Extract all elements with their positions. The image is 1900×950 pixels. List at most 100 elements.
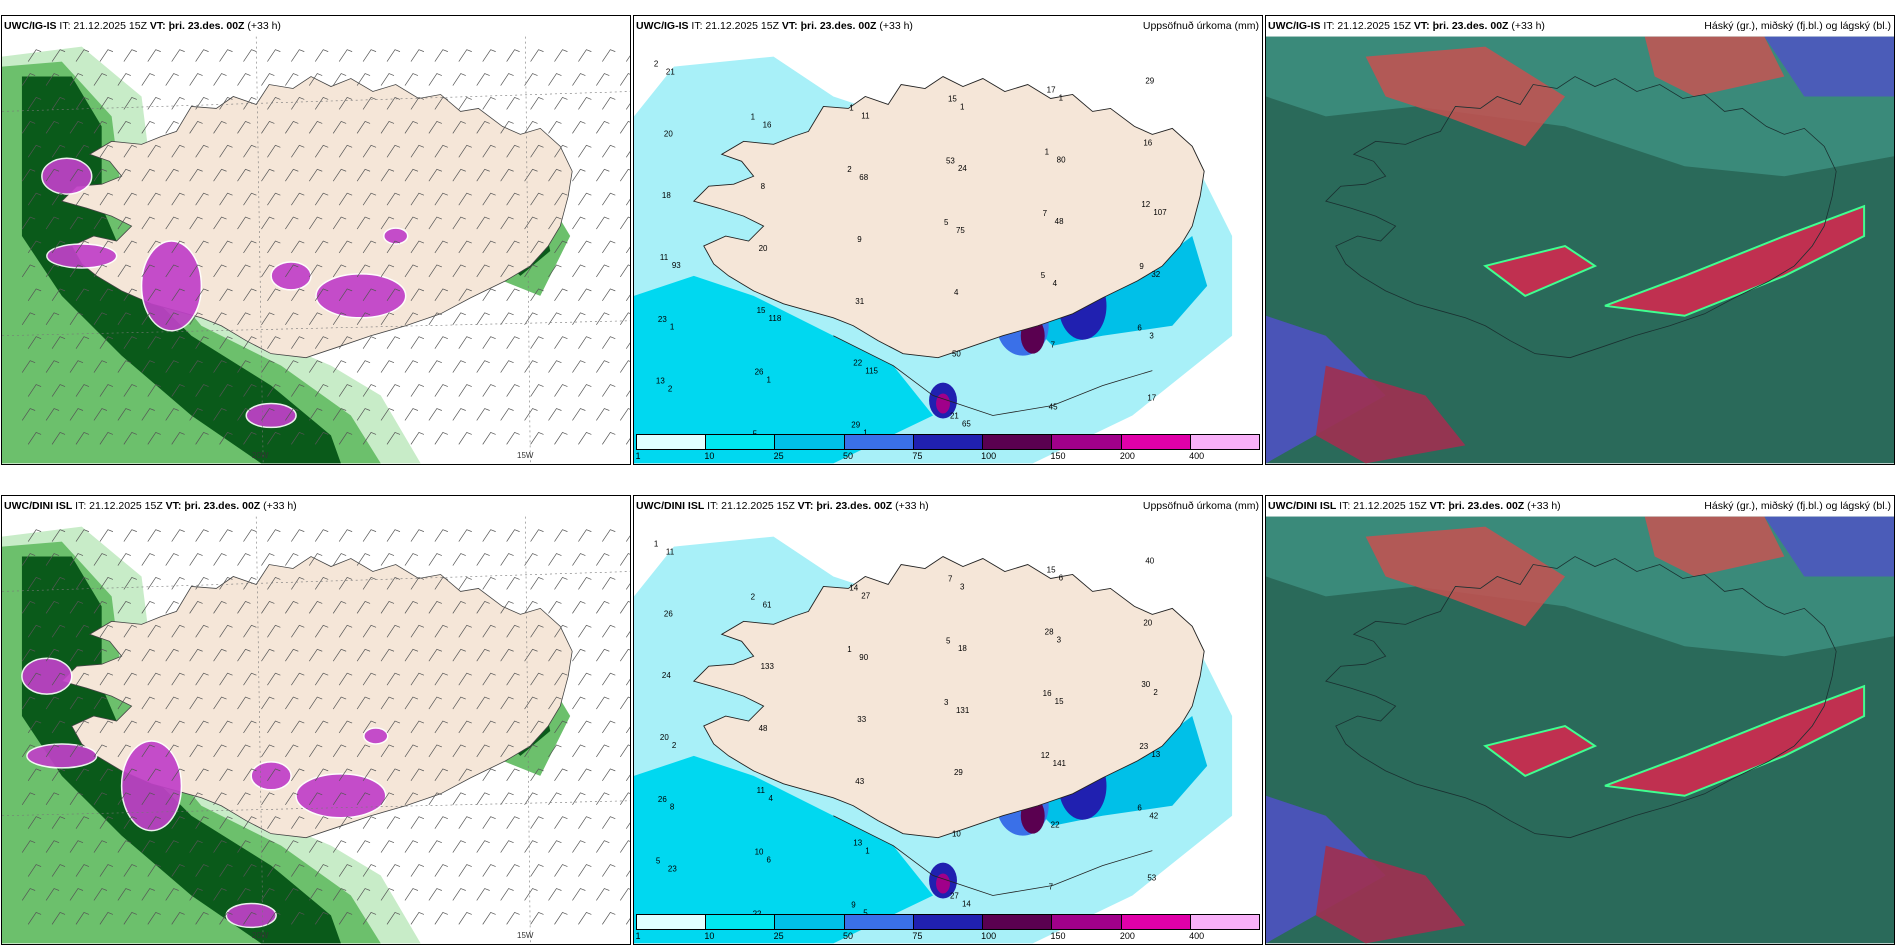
- precip-value-label: 2: [751, 592, 756, 601]
- precip-value-label: 26: [755, 368, 764, 377]
- precip-value-label: 14: [962, 899, 971, 908]
- legend-label: 50: [842, 931, 854, 941]
- precip-value-label: 18: [662, 191, 671, 200]
- legend-label: 200: [1119, 931, 1135, 941]
- precip-value-label: 1: [1059, 93, 1064, 102]
- panel-field-title: Háský (gr.), miðský (fj.bl.) og lágský (…: [1704, 20, 1891, 32]
- precip-value-label: 22: [1051, 821, 1060, 830]
- precip-value-label: 15: [1047, 566, 1056, 575]
- panel-lead-time: (+33 h): [1524, 500, 1561, 512]
- panel-header: UWC/IG-IS IT: 21.12.2025 15Z VT: þri. 23…: [1266, 16, 1894, 36]
- precip-value-label: 61: [763, 600, 772, 609]
- legend-label: 1: [635, 451, 641, 461]
- precip-value-label: 53: [946, 156, 955, 165]
- precip-value-label: 43: [855, 777, 864, 786]
- precip-value-label: 15: [948, 94, 957, 103]
- precip-value-label: 1: [654, 540, 659, 549]
- panel-init-time: IT: 21.12.2025 15Z: [1320, 20, 1414, 32]
- legend-swatch: [1052, 915, 1122, 929]
- precip-value-label: 1: [1045, 147, 1050, 156]
- map-canvas: [1266, 516, 1894, 944]
- precip-value-label: 4: [1053, 279, 1058, 288]
- precip-value-label: 80: [1057, 155, 1066, 164]
- panel-lead-time: (+33 h): [1508, 20, 1545, 32]
- panel-valid-time: VT: þri. 23.des. 00Z: [797, 500, 893, 512]
- precip-value-label: 13: [1151, 750, 1160, 759]
- legend-swatch: [844, 915, 914, 929]
- panel-init-time: IT: 21.12.2025 15Z: [704, 500, 798, 512]
- legend-label: 400: [1189, 451, 1205, 461]
- panel-field-title: Háský (gr.), miðský (fj.bl.) og lágský (…: [1704, 500, 1891, 512]
- heavy-snow-field: [21, 657, 389, 929]
- panel-init-time: IT: 21.12.2025 15Z: [72, 500, 166, 512]
- lat-lon-grid: [2, 36, 630, 464]
- map-canvas: 2125561351537923262915112111522211716182…: [634, 36, 1262, 464]
- precip-value-label: 3: [944, 698, 949, 707]
- legend-label: 10: [704, 451, 715, 461]
- legend-swatch: [983, 915, 1053, 929]
- legend-color-bar: [636, 434, 1260, 450]
- panel-field-title: Uppsöfnuð úrkoma (mm): [1142, 20, 1259, 32]
- precip-value-label: 6: [1059, 573, 1064, 582]
- precip-value-label: 24: [958, 164, 967, 173]
- panel-valid-time: VT: þri. 23.des. 00Z: [1429, 500, 1525, 512]
- precip-value-label: 48: [1055, 217, 1064, 226]
- precip-value-label: 4: [769, 794, 774, 803]
- legend-swatch: [637, 435, 707, 449]
- precip-value-label: 7: [1049, 882, 1054, 891]
- precip-value-label: 131: [956, 706, 970, 715]
- panel-header: UWC/IG-IS IT: 21.12.2025 15Z VT: þri. 23…: [2, 16, 630, 36]
- land-area: [692, 556, 1205, 839]
- precip-value-label: 24: [662, 671, 671, 680]
- heavy-snow-field: [41, 157, 409, 429]
- precip-value-label: 1: [960, 102, 965, 111]
- precip-value-label: 21: [950, 411, 959, 420]
- lat-lon-grid: [2, 516, 630, 944]
- legend-swatch: [844, 435, 914, 449]
- legend-swatch: [775, 915, 845, 929]
- precip-value-label: 2: [672, 741, 677, 750]
- precip-value-label: 45: [1049, 402, 1058, 411]
- precip-value-label: 3: [960, 582, 965, 591]
- legend-label: 150: [1050, 931, 1066, 941]
- panel-header: UWC/IG-IS IT: 21.12.2025 15Z VT: þri. 23…: [634, 16, 1262, 36]
- panel-lead-time: (+33 h): [876, 20, 913, 32]
- longitude-label: 15W: [517, 931, 534, 940]
- precip-value-label: 40: [1145, 557, 1154, 566]
- legend-label: 100: [981, 451, 997, 461]
- precip-value-label: 6: [1137, 324, 1142, 333]
- precip-value-label: 107: [1153, 208, 1167, 217]
- wind-snow-panel: UWC/DINI ISL IT: 21.12.2025 15Z VT: þri.…: [1, 495, 631, 945]
- longitude-label: 20W: [252, 931, 269, 940]
- legend-swatch: [1121, 435, 1191, 449]
- precip-value-label: 27: [861, 591, 870, 600]
- panel-model-name: UWC/DINI ISL: [4, 500, 73, 512]
- precip-value-label: 118: [769, 314, 782, 323]
- precip-value-label: 6: [767, 856, 772, 865]
- precip-value-label: 75: [956, 226, 965, 235]
- precip-legend: 1 10 25 50 75 100 150 200 400: [635, 914, 1260, 942]
- precip-value-label: 20: [664, 129, 673, 138]
- panel-valid-time: VT: þri. 23.des. 00Z: [1413, 20, 1509, 32]
- panel-lead-time: (+33 h): [244, 20, 281, 32]
- legend-label: 100: [981, 931, 997, 941]
- precip-value-label: 4: [954, 288, 959, 297]
- precip-value-label: 23: [658, 315, 667, 324]
- precip-panel: UWC/DINI ISL IT: 21.12.2025 15Z VT: þri.…: [633, 495, 1263, 945]
- precip-value-label: 68: [859, 173, 868, 182]
- precip-value-label: 14: [849, 583, 858, 592]
- legend-swatch: [706, 915, 776, 929]
- cloud-field: [1266, 516, 1894, 944]
- precip-value-label: 141: [1053, 759, 1067, 768]
- legend-label: 75: [912, 931, 923, 941]
- panel-valid-time: VT: þri. 23.des. 00Z: [165, 500, 261, 512]
- precip-value-label: 12: [1041, 751, 1050, 760]
- precip-value-label: 22: [853, 359, 862, 368]
- legend-label: 150: [1050, 451, 1066, 461]
- precip-value-label: 9: [851, 900, 856, 909]
- precip-value-label: 11: [660, 253, 669, 262]
- precip-value-labels: 2125561351537923262915112111522211716182…: [654, 60, 1167, 447]
- cloud-field: [1266, 36, 1894, 464]
- panel-model-name: UWC/IG-IS: [1268, 20, 1321, 32]
- precip-value-label: 22: [753, 909, 762, 918]
